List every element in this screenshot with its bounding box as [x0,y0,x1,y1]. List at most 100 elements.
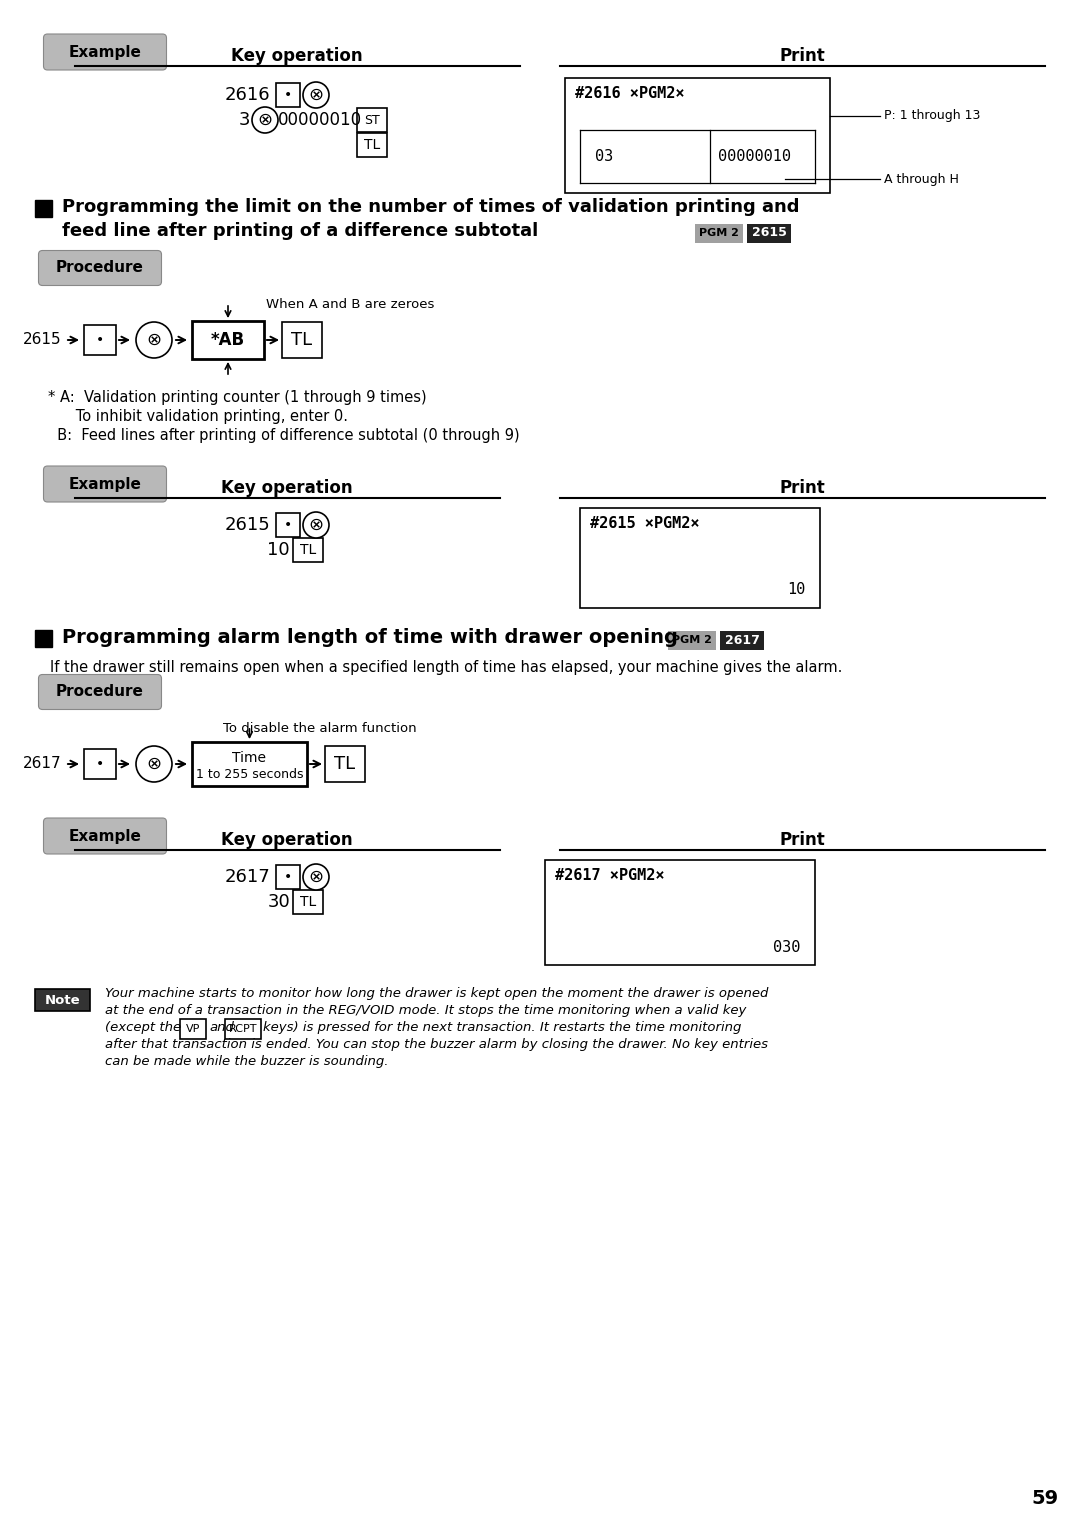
Text: 03: 03 [595,150,613,163]
FancyBboxPatch shape [39,250,162,285]
Text: PGM 2: PGM 2 [699,227,739,238]
Text: 2617: 2617 [24,757,62,772]
Text: 2615: 2615 [225,516,270,534]
FancyBboxPatch shape [225,1019,261,1039]
Text: Procedure: Procedure [56,685,144,699]
Text: after that transaction is ended. You can stop the buzzer alarm by closing the dr: after that transaction is ended. You can… [105,1038,768,1051]
Bar [565,78,831,192]
Text: ⊗: ⊗ [257,111,272,130]
Text: Your machine starts to monitor how long the drawer is kept open the moment the d: Your machine starts to monitor how long … [105,987,768,1000]
Text: Key operation: Key operation [231,47,363,66]
Circle shape [303,82,329,108]
Text: Example: Example [68,829,141,844]
FancyBboxPatch shape [293,890,323,914]
FancyBboxPatch shape [276,513,300,537]
Text: TL: TL [335,755,355,774]
Text: 10: 10 [268,542,291,559]
Text: Print: Print [779,47,825,66]
Bar [720,630,764,650]
Text: TL: TL [292,331,312,349]
Text: can be made while the buzzer is sounding.: can be made while the buzzer is sounding… [105,1054,389,1068]
Text: B:  Feed lines after printing of difference subtotal (0 through 9): B: Feed lines after printing of differen… [48,427,519,443]
FancyBboxPatch shape [325,746,365,781]
FancyBboxPatch shape [357,108,387,133]
Text: keys) is pressed for the next transaction. It restarts the time monitoring: keys) is pressed for the next transactio… [264,1021,741,1035]
FancyBboxPatch shape [43,818,166,855]
Text: •: • [284,870,292,884]
Text: Example: Example [68,44,141,60]
FancyBboxPatch shape [357,133,387,157]
Text: ⊗: ⊗ [309,516,324,534]
Text: 59: 59 [1031,1488,1058,1508]
Text: 2616: 2616 [225,85,270,104]
Bar [35,200,52,217]
Text: Example: Example [68,476,141,491]
Bar [545,861,815,964]
Circle shape [252,107,278,133]
Text: TL: TL [364,137,380,153]
Text: •: • [96,757,104,771]
Text: •: • [96,333,104,346]
Circle shape [303,513,329,539]
Text: and: and [210,1021,234,1035]
Text: ST: ST [364,113,380,127]
FancyBboxPatch shape [84,325,116,356]
Text: Time: Time [232,751,267,765]
FancyBboxPatch shape [39,674,162,710]
Text: #2617 ×PGM2×: #2617 ×PGM2× [555,867,664,882]
Text: Procedure: Procedure [56,261,144,276]
Text: RCPT: RCPT [229,1024,257,1035]
Text: ⊗: ⊗ [147,755,162,774]
Text: 2615: 2615 [24,333,62,348]
FancyBboxPatch shape [276,865,300,890]
Text: 2617: 2617 [225,868,270,887]
Bar [35,989,90,1012]
Bar [35,630,52,647]
Text: Print: Print [779,479,825,497]
Text: 1 to 255 seconds: 1 to 255 seconds [195,768,303,780]
Text: 30: 30 [267,893,291,911]
Text: feed line after printing of a difference subtotal: feed line after printing of a difference… [62,221,538,240]
Text: TL: TL [300,543,316,557]
Text: *AB: *AB [211,331,245,349]
Circle shape [303,864,329,890]
Text: P: 1 through 13: P: 1 through 13 [885,110,981,122]
Bar [747,223,791,243]
Text: #2616 ×PGM2×: #2616 ×PGM2× [575,85,685,101]
Text: 00000010: 00000010 [278,111,362,130]
Text: 3: 3 [239,111,249,130]
Text: Programming alarm length of time with drawer opening: Programming alarm length of time with dr… [62,629,678,647]
FancyBboxPatch shape [293,539,323,562]
Text: Key operation: Key operation [221,479,353,497]
Text: PGM 2: PGM 2 [672,635,712,645]
Text: Programming the limit on the number of times of validation printing and: Programming the limit on the number of t… [62,198,799,217]
Circle shape [136,746,172,781]
Text: (except the: (except the [105,1021,181,1035]
Text: TL: TL [300,896,316,909]
FancyBboxPatch shape [84,749,116,778]
Circle shape [136,322,172,359]
Bar [696,223,743,243]
Text: 2615: 2615 [752,226,786,240]
Text: ⊗: ⊗ [309,85,324,104]
Text: 030: 030 [772,940,800,954]
Text: To disable the alarm function: To disable the alarm function [224,722,417,736]
Text: #2615 ×PGM2×: #2615 ×PGM2× [590,516,700,531]
Text: ⊗: ⊗ [309,868,324,887]
Bar [192,742,307,786]
Text: Note: Note [44,993,80,1007]
FancyBboxPatch shape [276,82,300,107]
Bar [192,320,264,359]
Text: 2617: 2617 [725,633,759,647]
Text: ⊗: ⊗ [147,331,162,349]
Text: When A and B are zeroes: When A and B are zeroes [266,299,434,311]
Bar [669,630,716,650]
Text: To inhibit validation printing, enter 0.: To inhibit validation printing, enter 0. [48,409,348,424]
Text: •: • [284,89,292,102]
Text: at the end of a transaction in the REG/VOID mode. It stops the time monitoring w: at the end of a transaction in the REG/V… [105,1004,746,1016]
Text: A through H: A through H [885,172,959,186]
FancyBboxPatch shape [43,465,166,502]
Text: * A:  Validation printing counter (1 through 9 times): * A: Validation printing counter (1 thro… [48,391,427,404]
Text: Print: Print [779,832,825,848]
Text: VP: VP [186,1024,200,1035]
